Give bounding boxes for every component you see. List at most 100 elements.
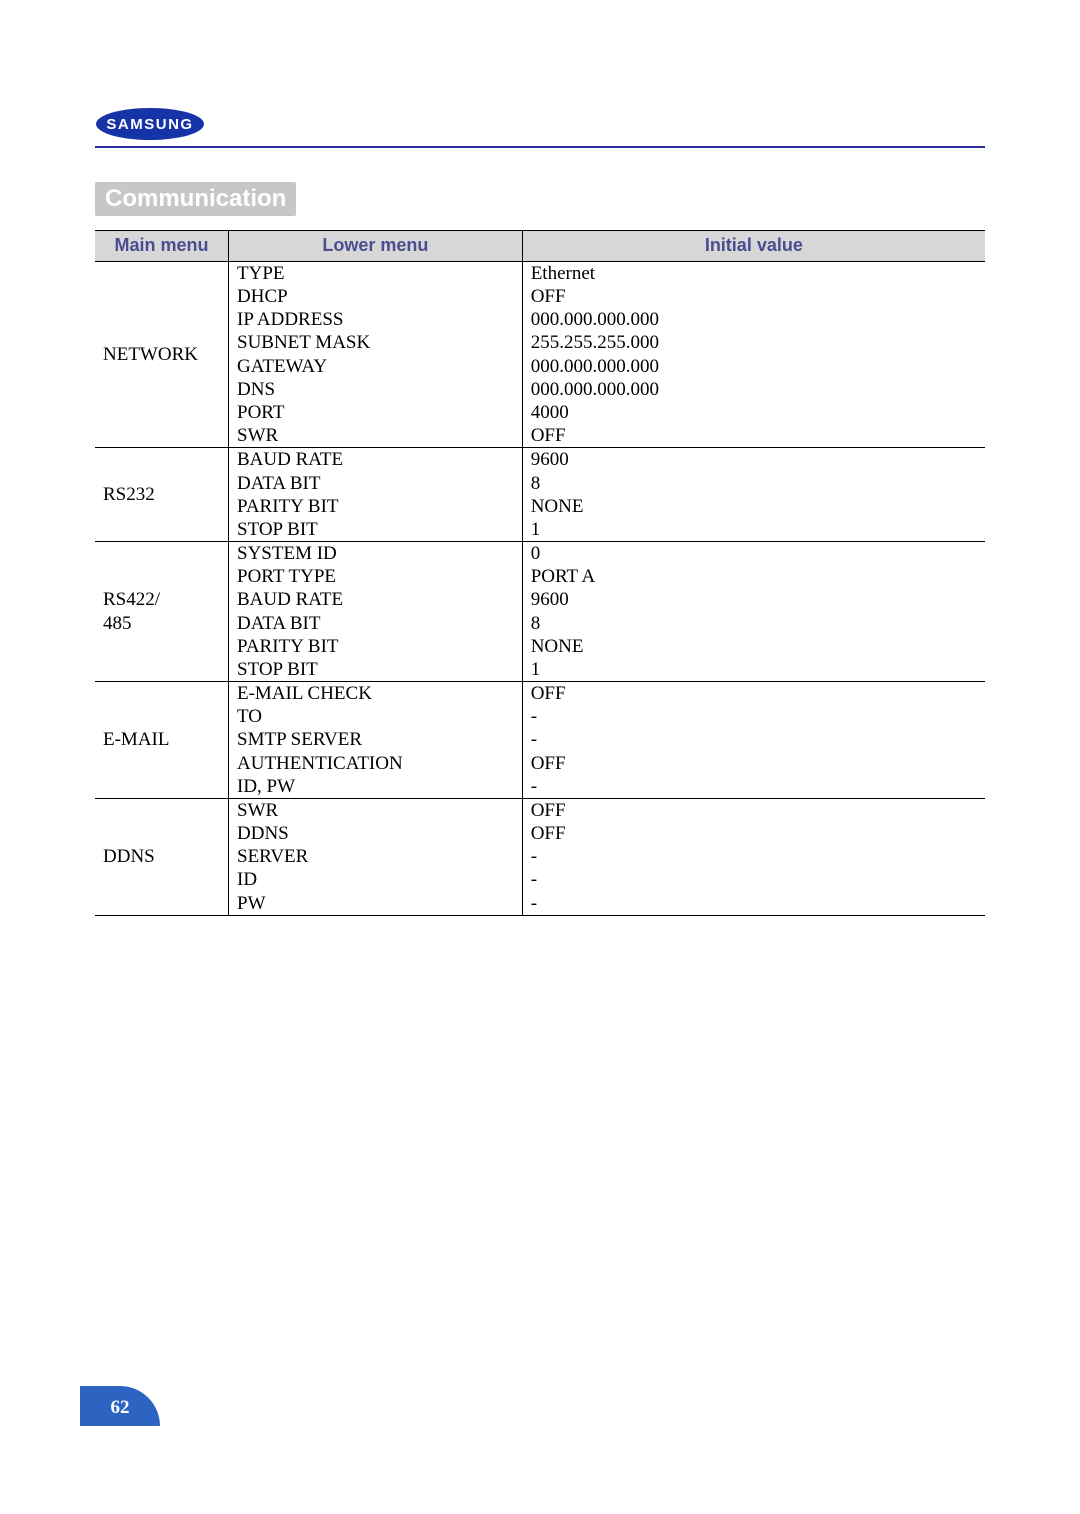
lower-menu-cell: TO: [229, 705, 523, 728]
table-row: SWROFF: [95, 424, 985, 448]
section-heading: Communication: [95, 182, 296, 216]
initial-value-cell: PORT A: [522, 565, 985, 588]
lower-menu-cell: PORT TYPE: [229, 565, 523, 588]
table-col-header: Initial value: [522, 231, 985, 262]
initial-value-cell: 000.000.000.000: [522, 308, 985, 331]
initial-value-cell: 9600: [522, 448, 985, 472]
table-row: PORT4000: [95, 401, 985, 424]
table-header-row: Main menuLower menuInitial value: [95, 231, 985, 262]
lower-menu-cell: SYSTEM ID: [229, 542, 523, 566]
initial-value-cell: 255.255.255.000: [522, 331, 985, 354]
header-divider: [95, 146, 985, 148]
table-row: PARITY BITNONE: [95, 635, 985, 658]
lower-menu-cell: DNS: [229, 378, 523, 401]
lower-menu-cell: ID: [229, 868, 523, 891]
initial-value-cell: -: [522, 868, 985, 891]
lower-menu-cell: PARITY BIT: [229, 635, 523, 658]
initial-value-cell: OFF: [522, 682, 985, 706]
table-row: E-MAILE-MAIL CHECKOFF: [95, 682, 985, 706]
table-row: ID, PW-: [95, 775, 985, 799]
initial-value-cell: 0: [522, 542, 985, 566]
initial-value-cell: NONE: [522, 495, 985, 518]
samsung-logo: SAMSUNG: [95, 102, 205, 140]
lower-menu-cell: IP ADDRESS: [229, 308, 523, 331]
lower-menu-cell: SMTP SERVER: [229, 728, 523, 751]
table-row: PARITY BITNONE: [95, 495, 985, 518]
table-row: DATA BIT8: [95, 472, 985, 495]
initial-value-cell: NONE: [522, 635, 985, 658]
table-row: RS422/485SYSTEM ID0: [95, 542, 985, 566]
initial-value-cell: 8: [522, 472, 985, 495]
header: SAMSUNG: [95, 85, 985, 140]
initial-value-cell: OFF: [522, 424, 985, 448]
table-row: SERVER-: [95, 845, 985, 868]
lower-menu-cell: STOP BIT: [229, 518, 523, 542]
initial-value-cell: 4000: [522, 401, 985, 424]
initial-value-cell: -: [522, 892, 985, 916]
initial-value-cell: 8: [522, 612, 985, 635]
lower-menu-cell: SWR: [229, 424, 523, 448]
lower-menu-cell: E-MAIL CHECK: [229, 682, 523, 706]
lower-menu-cell: DHCP: [229, 285, 523, 308]
lower-menu-cell: PORT: [229, 401, 523, 424]
table-row: SUBNET MASK255.255.255.000: [95, 331, 985, 354]
initial-value-cell: 000.000.000.000: [522, 355, 985, 378]
initial-value-cell: -: [522, 845, 985, 868]
initial-value-cell: 1: [522, 518, 985, 542]
logo-text: SAMSUNG: [106, 116, 193, 133]
lower-menu-cell: DATA BIT: [229, 472, 523, 495]
lower-menu-cell: AUTHENTICATION: [229, 752, 523, 775]
initial-value-cell: OFF: [522, 752, 985, 775]
initial-value-cell: -: [522, 705, 985, 728]
lower-menu-cell: ID, PW: [229, 775, 523, 799]
table-row: AUTHENTICATIONOFF: [95, 752, 985, 775]
table-row: DDNSOFF: [95, 822, 985, 845]
lower-menu-cell: SUBNET MASK: [229, 331, 523, 354]
initial-value-cell: OFF: [522, 798, 985, 822]
main-menu-cell: NETWORK: [95, 261, 229, 447]
table-row: TO-: [95, 705, 985, 728]
initial-value-cell: OFF: [522, 822, 985, 845]
initial-value-cell: 000.000.000.000: [522, 378, 985, 401]
lower-menu-cell: TYPE: [229, 261, 523, 285]
table-row: DNS000.000.000.000: [95, 378, 985, 401]
table-row: PORT TYPEPORT A: [95, 565, 985, 588]
table-row: STOP BIT1: [95, 658, 985, 682]
table-row: DDNSSWROFF: [95, 798, 985, 822]
lower-menu-cell: STOP BIT: [229, 658, 523, 682]
initial-value-cell: 1: [522, 658, 985, 682]
lower-menu-cell: DATA BIT: [229, 612, 523, 635]
spec-table: Main menuLower menuInitial value NETWORK…: [95, 230, 985, 916]
initial-value-cell: OFF: [522, 285, 985, 308]
lower-menu-cell: SERVER: [229, 845, 523, 868]
initial-value-cell: 9600: [522, 588, 985, 611]
main-menu-cell: RS422/485: [95, 542, 229, 682]
lower-menu-cell: BAUD RATE: [229, 588, 523, 611]
table-row: RS232BAUD RATE9600: [95, 448, 985, 472]
lower-menu-cell: GATEWAY: [229, 355, 523, 378]
main-menu-cell: E-MAIL: [95, 682, 229, 799]
table-row: STOP BIT1: [95, 518, 985, 542]
table-row: BAUD RATE9600: [95, 588, 985, 611]
table-col-header: Lower menu: [229, 231, 523, 262]
page-number-badge: 62: [80, 1386, 160, 1426]
lower-menu-cell: PW: [229, 892, 523, 916]
main-menu-cell: RS232: [95, 448, 229, 542]
initial-value-cell: Ethernet: [522, 261, 985, 285]
initial-value-cell: -: [522, 775, 985, 799]
lower-menu-cell: DDNS: [229, 822, 523, 845]
lower-menu-cell: BAUD RATE: [229, 448, 523, 472]
table-row: ID-: [95, 868, 985, 891]
lower-menu-cell: SWR: [229, 798, 523, 822]
main-menu-cell: DDNS: [95, 798, 229, 915]
table-row: DHCPOFF: [95, 285, 985, 308]
table-row: IP ADDRESS000.000.000.000: [95, 308, 985, 331]
table-row: DATA BIT8: [95, 612, 985, 635]
page-number: 62: [111, 1397, 130, 1419]
page: SAMSUNG Communication Main menuLower men…: [0, 0, 1080, 1514]
footer: 62: [80, 1386, 160, 1426]
table-row: PW-: [95, 892, 985, 916]
lower-menu-cell: PARITY BIT: [229, 495, 523, 518]
initial-value-cell: -: [522, 728, 985, 751]
table-row: NETWORKTYPEEthernet: [95, 261, 985, 285]
